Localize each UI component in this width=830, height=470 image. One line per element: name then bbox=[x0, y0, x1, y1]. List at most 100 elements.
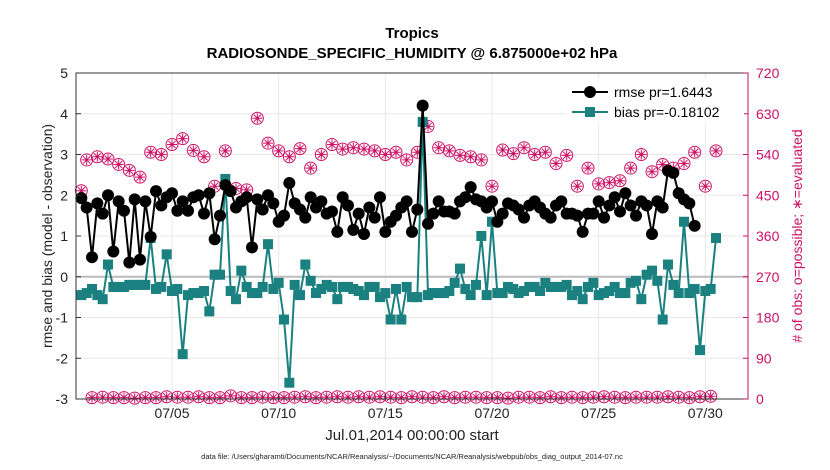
obs-possible-point bbox=[197, 150, 211, 164]
bias-point bbox=[428, 288, 439, 299]
obs-evaluated-point bbox=[519, 142, 529, 153]
bias-point bbox=[167, 286, 177, 297]
bias-point bbox=[599, 288, 609, 299]
plot-area bbox=[74, 72, 749, 405]
bias-point bbox=[433, 288, 444, 299]
rmse-point bbox=[358, 227, 370, 240]
obs-evaluated-point bbox=[663, 391, 673, 402]
bias-point bbox=[412, 292, 423, 303]
obs-evaluated-point bbox=[225, 390, 236, 401]
obs-evaluated-point bbox=[183, 392, 193, 403]
obs-evaluated-point bbox=[428, 392, 439, 403]
obs-evaluated-point bbox=[503, 393, 513, 404]
y2-tick-label: 360 bbox=[756, 228, 780, 244]
rmse-point bbox=[422, 217, 434, 230]
rmse-point bbox=[342, 199, 354, 212]
obs-evaluated-point bbox=[679, 158, 689, 169]
rmse-point bbox=[118, 204, 130, 217]
rmse-point bbox=[123, 256, 136, 269]
obs-evaluated-point bbox=[124, 165, 135, 176]
obs-possible-point bbox=[698, 179, 712, 193]
obs-possible-point bbox=[272, 144, 286, 158]
bias-point bbox=[513, 288, 524, 299]
obs-evaluated-point bbox=[540, 147, 551, 158]
rmse-point bbox=[299, 211, 312, 224]
obs-possible-point bbox=[517, 141, 531, 155]
obs-evaluated-point bbox=[220, 145, 231, 156]
bias-point bbox=[295, 290, 305, 301]
obs-evaluated-point bbox=[268, 392, 279, 403]
obs-evaluated-point bbox=[92, 151, 103, 162]
x-tick-label: 07/20 bbox=[474, 405, 509, 421]
bias-point bbox=[583, 281, 593, 292]
bias-point bbox=[668, 279, 679, 290]
bias-point bbox=[337, 281, 348, 292]
bias-point bbox=[636, 294, 647, 305]
x-axis-ticks: 07/05 07/10 07/15 07/20 07/25 07/30 bbox=[154, 394, 723, 421]
rmse-point bbox=[224, 185, 237, 198]
obs-possible-point bbox=[325, 138, 339, 152]
rmse-point bbox=[400, 195, 413, 208]
obs-possible-point bbox=[101, 152, 115, 166]
bias-point bbox=[177, 349, 188, 360]
bias-point bbox=[700, 286, 711, 297]
rmse-point bbox=[102, 189, 114, 202]
obs-evaluated-point bbox=[204, 392, 215, 403]
obs-possible-point bbox=[224, 389, 238, 403]
obs-evaluated-point bbox=[497, 144, 508, 155]
bias-point bbox=[215, 269, 225, 280]
obs-evaluated-point bbox=[172, 392, 183, 403]
y-tick-label: 4 bbox=[60, 106, 68, 122]
bias-point bbox=[252, 288, 263, 299]
bias-point bbox=[209, 269, 220, 280]
rmse-point bbox=[278, 209, 290, 222]
x-tick-label: 07/25 bbox=[581, 405, 616, 421]
obs-evaluated-point bbox=[177, 133, 188, 144]
bias-point bbox=[492, 288, 503, 299]
rmse-point bbox=[352, 207, 365, 220]
bias-point bbox=[407, 292, 417, 303]
obs-evaluated-point bbox=[119, 392, 129, 403]
obs-evaluated-point bbox=[103, 154, 113, 165]
bias-point bbox=[508, 283, 519, 294]
obs-possible-point bbox=[378, 148, 392, 161]
obs-possible-point bbox=[570, 179, 584, 193]
rmse-point bbox=[432, 195, 445, 208]
bias-point bbox=[385, 314, 396, 325]
rmse-point bbox=[427, 207, 440, 220]
bias-point bbox=[380, 288, 391, 299]
obs-evaluated-point bbox=[561, 150, 572, 161]
rmse-point bbox=[571, 209, 584, 222]
rmse-point bbox=[608, 191, 621, 204]
bias-point bbox=[476, 231, 487, 241]
bias-point bbox=[689, 283, 700, 294]
rmse-point bbox=[203, 187, 216, 200]
bias-point bbox=[535, 286, 545, 297]
obs-evaluated-point bbox=[209, 181, 220, 192]
obs-evaluated-point bbox=[444, 145, 455, 156]
obs-evaluated-point bbox=[247, 392, 257, 403]
rmse-point bbox=[459, 191, 472, 204]
x-tick-label: 07/15 bbox=[368, 405, 403, 421]
obs-evaluated-point bbox=[620, 392, 631, 403]
obs-evaluated-point bbox=[364, 392, 375, 403]
rmse-point bbox=[416, 99, 429, 112]
bias-point bbox=[92, 290, 103, 301]
obs-possible-point bbox=[176, 132, 190, 146]
obs-evaluated-point bbox=[273, 145, 284, 156]
y2-tick-label: 180 bbox=[756, 310, 780, 326]
bias-point bbox=[289, 279, 300, 290]
data-file-footnote: data file: /Users/gharamti/Documents/NCA… bbox=[201, 452, 623, 461]
rmse-point bbox=[315, 195, 328, 208]
rmse-point bbox=[555, 195, 568, 208]
legend: rmse pr=1.6443 bias pr=-0.18102 bbox=[566, 78, 744, 122]
bias-point bbox=[353, 286, 364, 297]
obs-evaluated-point bbox=[284, 151, 295, 162]
rmse-point bbox=[134, 253, 146, 266]
rmse-point bbox=[379, 225, 392, 238]
obs-evaluated-point bbox=[300, 391, 311, 402]
obs-evaluated-point bbox=[252, 113, 263, 124]
obs-possible-point bbox=[549, 157, 563, 171]
rmse-point bbox=[683, 197, 696, 210]
bias-point bbox=[604, 286, 615, 297]
